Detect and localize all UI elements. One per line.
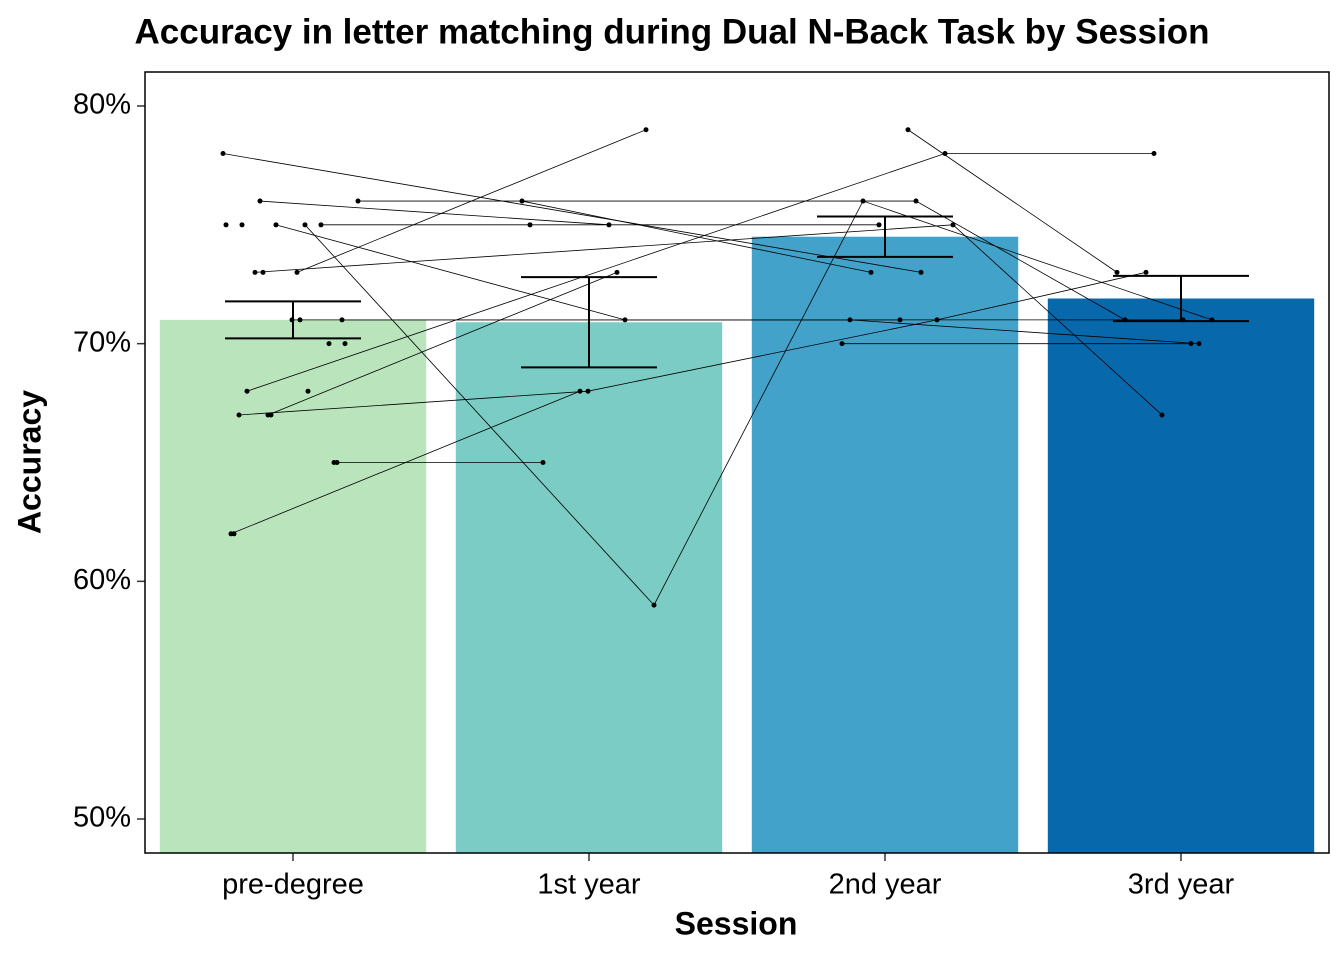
y-tick-label: 60% xyxy=(73,564,131,596)
individual-line xyxy=(521,200,872,273)
bar xyxy=(751,236,1019,854)
individual-line xyxy=(275,224,1183,321)
individual-point xyxy=(1159,412,1165,418)
individual-point xyxy=(839,341,845,347)
individual-point xyxy=(1188,341,1194,347)
individual-point xyxy=(355,198,361,204)
chart-title: Accuracy in letter matching during Dual … xyxy=(135,12,1210,51)
individual-point xyxy=(334,460,340,465)
individual-point xyxy=(950,222,956,228)
individual-point xyxy=(1114,269,1120,275)
error-bar xyxy=(1113,274,1249,323)
individual-point xyxy=(614,269,620,275)
individual-point xyxy=(905,127,911,133)
individual-point xyxy=(260,269,266,275)
individual-point xyxy=(585,388,591,394)
individual-line xyxy=(238,271,1147,416)
individual-point xyxy=(252,269,258,275)
individual-point xyxy=(236,412,242,418)
individual-point xyxy=(297,317,303,323)
individual-point xyxy=(239,222,245,228)
individual-point xyxy=(918,269,924,275)
individual-point xyxy=(1196,341,1202,347)
individual-point xyxy=(540,460,546,465)
x-axis-title: Session xyxy=(675,905,798,941)
individual-point xyxy=(302,222,308,228)
y-tick-label: 50% xyxy=(73,802,131,834)
x-tick-label: pre-degree xyxy=(222,869,364,901)
individual-point xyxy=(305,388,311,394)
individual-point xyxy=(577,388,583,394)
x-tick-label: 1st year xyxy=(537,869,640,901)
individual-point xyxy=(220,151,226,157)
x-tick-label: 2nd year xyxy=(829,869,942,901)
individual-line xyxy=(230,390,581,535)
individual-point xyxy=(643,127,649,133)
individual-point xyxy=(868,269,874,275)
individual-line xyxy=(267,271,618,416)
individual-line xyxy=(259,200,610,226)
individual-point xyxy=(268,412,274,418)
individual-point xyxy=(876,222,882,228)
individual-point xyxy=(1151,151,1157,157)
individual-point xyxy=(913,198,919,204)
individual-point xyxy=(847,317,853,323)
individual-point xyxy=(326,341,332,347)
error-bar xyxy=(817,215,953,258)
plot-border xyxy=(144,71,1330,854)
individual-point xyxy=(318,222,324,228)
y-tick-label: 70% xyxy=(73,326,131,358)
individual-point xyxy=(342,341,348,347)
bar xyxy=(159,319,427,853)
individual-point xyxy=(273,222,279,228)
individual-point xyxy=(244,388,250,394)
individual-line xyxy=(304,200,1213,606)
bar xyxy=(455,322,723,854)
bar xyxy=(1047,298,1315,853)
individual-point xyxy=(1143,269,1149,275)
x-tick-label: 3rd year xyxy=(1128,869,1235,901)
y-tick-label: 80% xyxy=(73,89,131,121)
error-bar xyxy=(225,300,361,340)
individual-point xyxy=(223,222,229,228)
individual-point xyxy=(231,531,237,537)
individual-point xyxy=(257,198,263,204)
individual-point xyxy=(942,151,948,157)
individual-point xyxy=(651,602,657,608)
error-bar xyxy=(521,276,657,369)
individual-line xyxy=(222,153,922,273)
individual-point xyxy=(527,222,533,228)
y-axis-title: Accuracy xyxy=(11,390,47,534)
individual-point xyxy=(294,269,300,275)
